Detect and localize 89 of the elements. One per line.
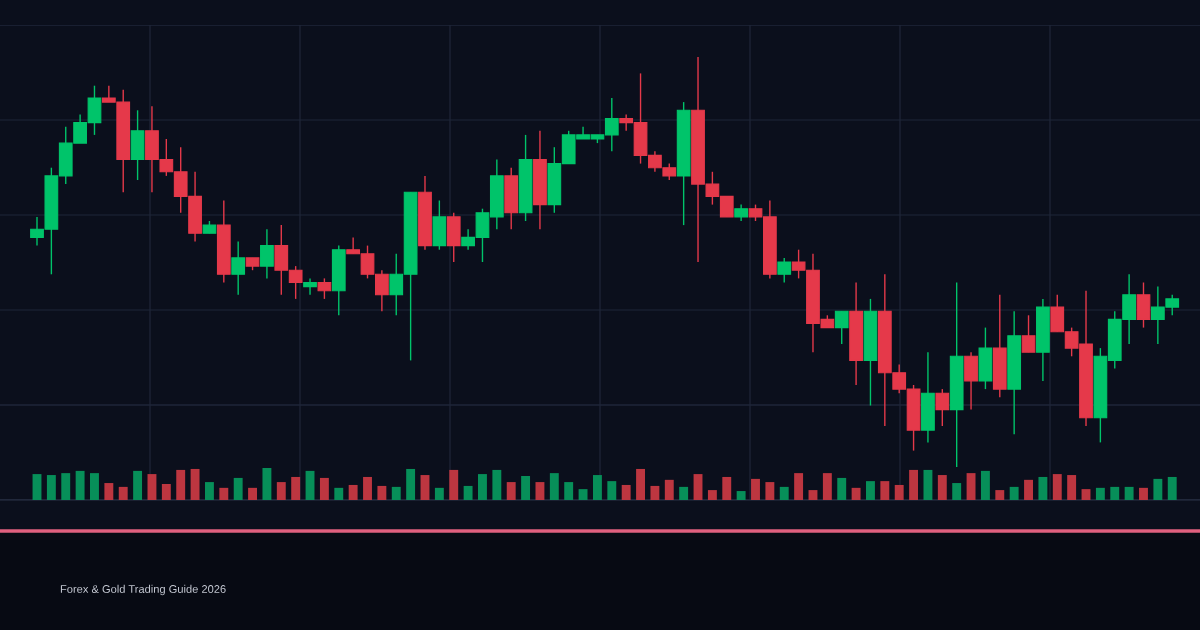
bar <box>923 469 933 500</box>
bar <box>607 481 617 500</box>
bar <box>75 470 85 500</box>
bar <box>262 468 272 500</box>
bar <box>1024 479 1033 500</box>
bar <box>147 474 157 500</box>
candlestick <box>777 257 792 284</box>
bar <box>707 490 717 500</box>
bar <box>90 473 99 500</box>
bar <box>276 482 286 500</box>
bar <box>664 479 674 500</box>
bar <box>319 477 329 500</box>
bar <box>1009 486 1019 500</box>
bar <box>995 490 1005 500</box>
bar <box>1139 487 1148 500</box>
bar <box>334 487 344 500</box>
bar <box>434 487 444 500</box>
bar <box>1110 486 1120 500</box>
bar <box>61 473 71 500</box>
bar <box>765 482 775 500</box>
bar <box>233 477 243 500</box>
bar <box>406 468 416 500</box>
bar <box>966 473 976 500</box>
bar <box>751 478 760 500</box>
bar <box>794 473 804 500</box>
bar <box>535 482 545 500</box>
bar <box>837 477 847 500</box>
bar <box>161 484 171 500</box>
bar <box>176 469 186 500</box>
bar <box>693 474 703 500</box>
bar <box>866 481 875 500</box>
bar <box>46 475 56 500</box>
bar <box>880 481 890 500</box>
bar <box>305 470 315 500</box>
bar <box>363 476 372 500</box>
bar <box>952 483 962 500</box>
bar <box>506 482 516 500</box>
bar <box>564 482 574 500</box>
bar <box>592 475 602 500</box>
candlestick <box>303 277 317 296</box>
bar <box>679 486 689 500</box>
candlestick <box>935 388 950 427</box>
bar <box>894 484 904 500</box>
bar <box>204 482 214 500</box>
bar <box>851 487 861 500</box>
bar <box>190 468 200 500</box>
bar <box>1095 487 1105 500</box>
bar <box>391 486 401 500</box>
bar <box>1052 474 1062 500</box>
bar <box>980 470 990 500</box>
bar <box>909 469 919 500</box>
bar <box>650 485 660 500</box>
bar <box>133 470 143 500</box>
bar <box>348 484 358 500</box>
bar <box>463 485 473 500</box>
bar <box>104 483 114 500</box>
bar <box>449 469 459 500</box>
bar <box>736 491 746 500</box>
bar <box>377 485 387 500</box>
bar <box>248 487 257 500</box>
bar <box>1153 478 1163 500</box>
text: Forex & Gold Trading Guide 2026 <box>60 584 226 596</box>
bar <box>808 490 818 500</box>
bar <box>1067 475 1077 500</box>
bar <box>549 473 559 500</box>
bar <box>32 474 42 500</box>
bar <box>822 473 832 500</box>
bar <box>578 489 588 500</box>
bar <box>492 469 502 500</box>
bar <box>1081 489 1091 500</box>
bar <box>420 475 430 500</box>
candlestick <box>1021 314 1036 353</box>
bar <box>621 484 631 500</box>
bar <box>478 474 487 500</box>
candlestick <box>834 310 849 345</box>
candlestick <box>317 277 332 300</box>
bar <box>118 486 128 500</box>
bar <box>521 476 531 500</box>
candlestick <box>231 240 246 296</box>
bar <box>779 486 789 500</box>
bar <box>1124 486 1134 500</box>
bar <box>722 476 732 500</box>
bar <box>1167 476 1177 500</box>
bar <box>1038 476 1048 500</box>
candlestick <box>260 228 274 280</box>
bar <box>219 487 229 500</box>
bar <box>937 475 947 500</box>
bar <box>636 468 645 500</box>
bar <box>291 476 301 500</box>
